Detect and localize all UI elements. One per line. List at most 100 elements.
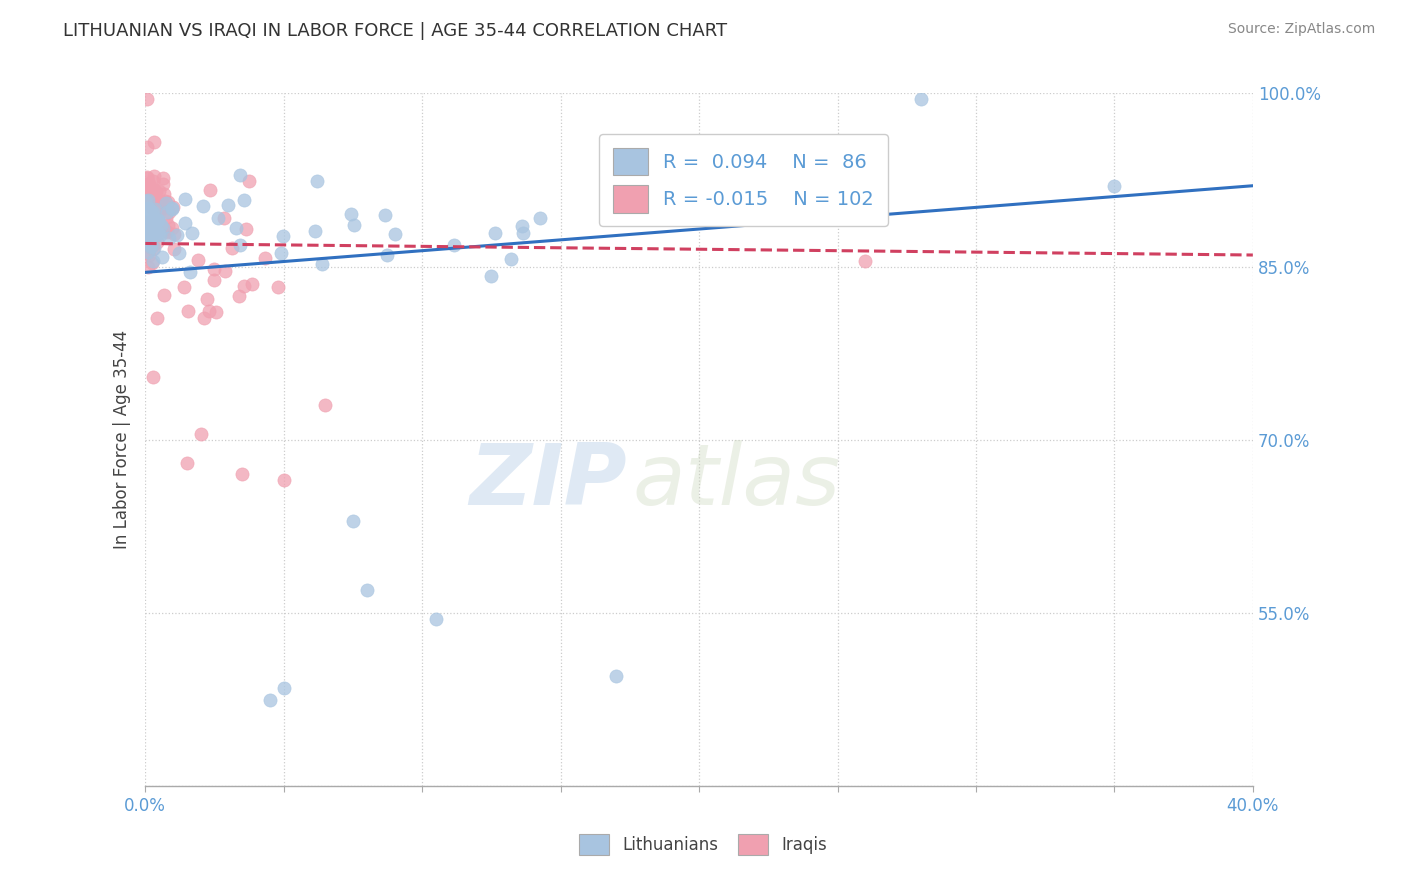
Point (910, 92, 932, 106)
Point (136, 188, 159, 202)
Point (152, 177, 174, 191)
Point (179, 264, 201, 278)
Point (176, 456, 198, 470)
Point (146, 224, 169, 238)
Point (152, 221, 174, 235)
Point (135, 236, 157, 251)
Point (142, 174, 165, 188)
Point (143, 184, 166, 198)
Point (180, 226, 202, 240)
Point (141, 186, 163, 200)
Point (356, 582, 378, 597)
Point (177, 304, 200, 318)
Point (314, 398, 336, 412)
Point (135, 213, 157, 227)
Point (135, 186, 157, 200)
Point (135, 186, 157, 201)
Point (173, 280, 195, 294)
Point (193, 198, 215, 212)
Point (146, 235, 169, 249)
Point (499, 252, 522, 266)
Point (150, 200, 173, 214)
Point (142, 221, 165, 235)
Point (152, 197, 174, 211)
Point (136, 211, 159, 225)
Point (190, 427, 212, 442)
Text: ZIP: ZIP (470, 440, 627, 523)
Point (174, 216, 197, 230)
Point (153, 187, 176, 202)
Point (148, 184, 170, 198)
Point (193, 311, 215, 326)
Point (173, 192, 195, 206)
Point (141, 206, 163, 220)
Point (143, 213, 166, 227)
Point (135, 186, 157, 201)
Legend: R =  0.094    N =  86, R = -0.015    N = 102: R = 0.094 N = 86, R = -0.015 N = 102 (599, 135, 887, 227)
Point (142, 370, 165, 384)
Point (135, 215, 157, 229)
Point (143, 202, 166, 216)
Point (135, 228, 157, 243)
Point (479, 269, 502, 284)
Point (136, 215, 159, 229)
Point (166, 228, 188, 243)
Point (202, 273, 225, 287)
Point (155, 211, 177, 226)
Point (529, 211, 551, 226)
Point (373, 208, 395, 222)
Point (139, 218, 162, 232)
Point (271, 229, 294, 244)
Point (135, 170, 157, 185)
Point (157, 205, 180, 219)
Text: atlas: atlas (633, 440, 841, 523)
Point (273, 681, 295, 695)
Point (136, 202, 159, 216)
Point (160, 220, 183, 235)
Point (156, 225, 179, 239)
Point (138, 248, 160, 262)
Point (139, 219, 162, 233)
Point (139, 202, 162, 217)
Point (149, 227, 172, 242)
Point (229, 168, 252, 182)
Point (195, 292, 218, 306)
Point (146, 227, 169, 242)
Point (135, 196, 157, 211)
Point (143, 225, 166, 239)
Point (139, 238, 162, 252)
Point (136, 223, 159, 237)
Point (135, 227, 157, 241)
Point (157, 194, 180, 209)
Point (149, 199, 172, 213)
Point (197, 304, 219, 318)
Point (146, 311, 169, 326)
Point (135, 224, 157, 238)
Point (138, 224, 160, 238)
Point (233, 279, 256, 293)
Point (139, 195, 162, 210)
Point (136, 140, 159, 154)
Point (198, 183, 221, 197)
Point (135, 194, 157, 208)
Point (141, 227, 163, 241)
Point (152, 201, 174, 215)
Point (240, 277, 263, 291)
Point (139, 234, 162, 248)
Point (253, 251, 276, 265)
Point (135, 230, 157, 244)
Point (143, 227, 166, 242)
Point (259, 692, 281, 706)
Point (136, 260, 159, 275)
Point (228, 288, 250, 302)
Point (231, 467, 253, 482)
Point (510, 219, 533, 233)
Point (142, 216, 165, 230)
Point (270, 246, 292, 260)
Point (135, 219, 157, 234)
Point (136, 222, 159, 236)
Point (142, 186, 165, 201)
Point (136, 244, 159, 259)
Point (238, 174, 260, 188)
Point (149, 218, 172, 232)
